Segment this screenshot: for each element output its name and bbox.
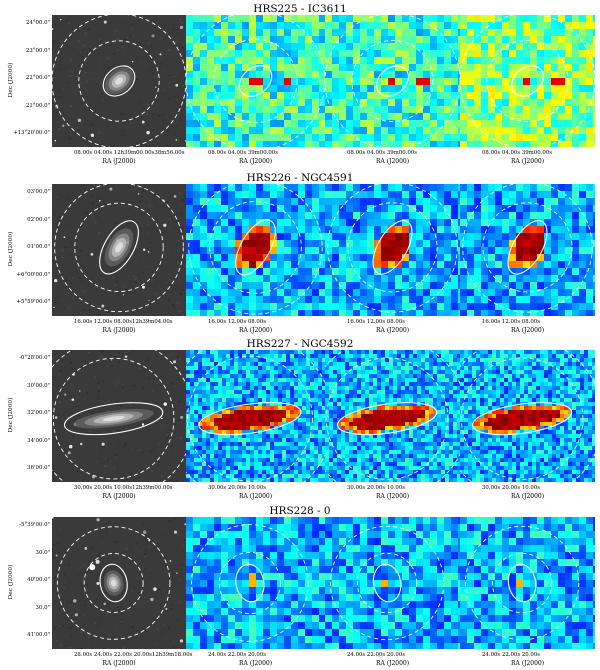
- x-tick-labels: 24.00s 22.00s 20.00s: [347, 652, 405, 658]
- y-tick-label: 02'00.0": [2, 217, 50, 223]
- emission-map-panel: [325, 184, 460, 316]
- x-tick-labels: 16.00s 12.00s 08.00s12h39m04.00s: [74, 319, 173, 325]
- emission-map: [325, 350, 460, 482]
- y-tick-label: 30.0": [2, 605, 50, 611]
- y-tick-label: 22°00.0": [2, 75, 50, 81]
- x-axis-label: RA (J2000): [498, 660, 558, 667]
- x-tick-labels: 30.00s 20.00s 10.00s: [208, 485, 266, 491]
- y-tick-label: 21°00.0": [2, 103, 50, 109]
- optical-image: [52, 15, 186, 147]
- y-tick-label: 24°00.0": [2, 20, 50, 26]
- x-axis-label: RA (J2000): [226, 660, 286, 667]
- x-axis-label: RA (J2000): [363, 327, 423, 334]
- emission-map: [186, 184, 325, 316]
- x-axis-label: RA (J2000): [226, 158, 286, 165]
- optical-image: [52, 184, 186, 316]
- x-tick-labels: 30.00s 20.00s 10.00s: [482, 485, 540, 491]
- x-axis-label: RA (J2000): [226, 327, 286, 334]
- emission-map: [325, 517, 460, 649]
- y-tick-label: 30'00.0": [2, 383, 50, 389]
- optical-image-panel: [52, 184, 186, 316]
- y-tick-label: -5°39'00.0": [2, 522, 50, 528]
- x-tick-labels: 08.00s 04.00s 12h39m00.00s38m56.00s: [74, 150, 185, 156]
- x-axis-label: RA (J2000): [363, 660, 423, 667]
- emission-map: [325, 184, 460, 316]
- x-axis-label: RA (J2000): [89, 158, 149, 165]
- emission-map-panel: [325, 15, 460, 147]
- x-tick-labels: 16.00s 12.00s 08.00s: [347, 319, 405, 325]
- x-axis-label: RA (J2000): [498, 158, 558, 165]
- optical-image: [52, 517, 186, 649]
- emission-map: [460, 184, 595, 316]
- x-tick-labels: 08.00s 04.00s 39m00.00s: [347, 150, 417, 156]
- optical-image-panel: [52, 517, 186, 649]
- x-tick-labels: 08.00s 04.00s 39m00.00s: [482, 150, 552, 156]
- y-tick-label: 23°00.0": [2, 48, 50, 54]
- x-axis-label: RA (J2000): [498, 327, 558, 334]
- x-axis-label: RA (J2000): [89, 493, 149, 500]
- row-title: HRS228 - 0: [0, 505, 600, 517]
- row-title: HRS225 - IC3611: [0, 3, 600, 15]
- optical-image: [52, 350, 186, 482]
- emission-map-panel: [460, 15, 595, 147]
- emission-map: [325, 15, 460, 147]
- emission-map-panel: [186, 184, 325, 316]
- emission-map: [460, 15, 595, 147]
- emission-map-panel: [186, 15, 325, 147]
- emission-map: [186, 517, 325, 649]
- y-tick-label: 01'00.0": [2, 244, 50, 250]
- emission-map-panel: [186, 517, 325, 649]
- y-tick-label: +13°20'00.0": [2, 130, 50, 136]
- emission-map: [186, 350, 325, 482]
- x-axis-label: RA (J2000): [226, 493, 286, 500]
- emission-map: [460, 350, 595, 482]
- x-tick-labels: 16.00s 12.00s 08.00s: [208, 319, 266, 325]
- row-title: HRS227 - NGC4592: [0, 338, 600, 350]
- y-tick-label: -0°28'00.0": [2, 355, 50, 361]
- y-tick-label: 32'00.0": [2, 410, 50, 416]
- y-tick-label: 34'00.0": [2, 438, 50, 444]
- x-axis-label: RA (J2000): [363, 158, 423, 165]
- emission-map: [460, 517, 595, 649]
- y-tick-label: 40'00.0": [2, 577, 50, 583]
- x-tick-labels: 24.00s 22.00s 20.00s: [208, 652, 266, 658]
- emission-map-panel: [460, 184, 595, 316]
- x-axis-label: RA (J2000): [363, 493, 423, 500]
- emission-map-panel: [325, 350, 460, 482]
- x-tick-labels: 30.00s 20.00s 10.00s: [347, 485, 405, 491]
- x-axis-label: RA (J2000): [89, 327, 149, 334]
- emission-map: [186, 15, 325, 147]
- y-tick-label: +5°59'00.0": [2, 299, 50, 305]
- emission-map-panel: [460, 517, 595, 649]
- emission-map-panel: [460, 350, 595, 482]
- emission-map-panel: [325, 517, 460, 649]
- x-axis-label: RA (J2000): [89, 660, 149, 667]
- x-tick-labels: 08.00s 04.00s 39m00.00s: [208, 150, 278, 156]
- x-tick-labels: 28.00s 24.00s 22.00s 20.00s12h39m18.00s: [74, 652, 192, 658]
- x-tick-labels: 24.00s 22.00s 20.00s: [482, 652, 540, 658]
- x-axis-label: RA (J2000): [498, 493, 558, 500]
- y-tick-label: 03'00.0": [2, 189, 50, 195]
- emission-map-panel: [186, 350, 325, 482]
- y-tick-label: 41'00.0": [2, 632, 50, 638]
- y-tick-label: +6°00'00.0": [2, 272, 50, 278]
- x-tick-labels: 30.00s 20.00s 10.00s12h39m00.00s: [74, 485, 173, 491]
- row-title: HRS226 - NGC4591: [0, 172, 600, 184]
- x-tick-labels: 16.00s 12.00s 08.00s: [482, 319, 540, 325]
- y-tick-label: 36'00.0": [2, 465, 50, 471]
- y-tick-label: 30.0": [2, 550, 50, 556]
- optical-image-panel: [52, 15, 186, 147]
- optical-image-panel: [52, 350, 186, 482]
